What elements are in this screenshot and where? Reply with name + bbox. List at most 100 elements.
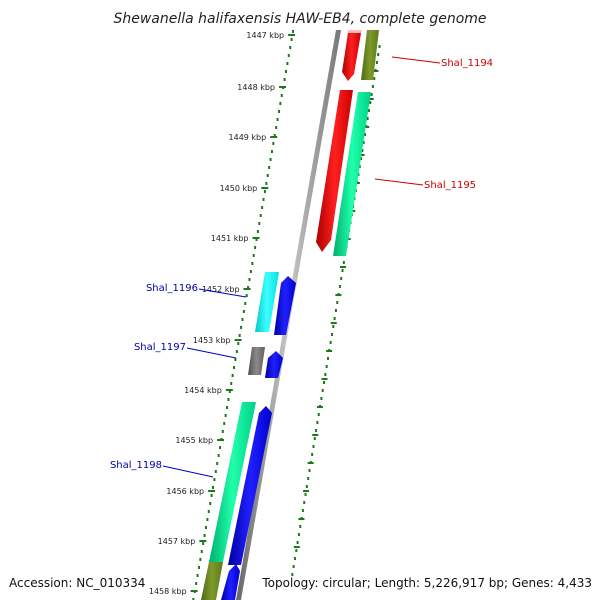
feature-blue-partial	[221, 564, 240, 600]
track-dot	[307, 477, 310, 480]
track-dot	[286, 62, 289, 65]
track-dot	[301, 509, 304, 512]
track-dot	[296, 541, 299, 544]
scale-tick-label: 1455 kbp	[175, 436, 213, 445]
gene-shal-1194[interactable]	[342, 33, 361, 81]
track-dot	[212, 486, 214, 489]
scale-tick-label: 1454 kbp	[184, 386, 222, 395]
label-shal-1195[interactable]: Shal_1195	[424, 180, 476, 191]
track-dot	[327, 357, 329, 360]
track-dot	[308, 469, 311, 472]
track-dot	[304, 493, 307, 496]
track-dot	[226, 406, 229, 409]
track-dot	[265, 182, 268, 185]
track-dot	[362, 141, 365, 144]
track-dash	[340, 266, 347, 268]
track-dot	[276, 118, 279, 121]
track-dot	[321, 389, 324, 392]
track-dot	[334, 309, 337, 312]
track-dot	[290, 38, 293, 41]
track-dot	[370, 93, 373, 96]
dotted-tracks	[192, 30, 381, 600]
track-dot	[216, 462, 219, 465]
label-shal-1198[interactable]: Shal_1198	[110, 460, 162, 471]
leader-line-shal-1198	[162, 465, 214, 478]
track-dot	[242, 310, 245, 313]
topology-summary: Topology: circular; Length: 5,226,917 bp…	[261, 576, 592, 590]
scale-tick	[288, 34, 296, 36]
track-dot	[320, 397, 323, 400]
leader-line-shal-1196	[198, 288, 247, 298]
scale-tick-label: 1452 kbp	[202, 285, 240, 294]
track-dash	[335, 294, 342, 296]
track-dot	[279, 102, 282, 105]
track-dot	[375, 61, 378, 64]
track-dot	[292, 30, 294, 33]
scale-tick	[243, 288, 251, 290]
label-shal-1197[interactable]: Shal_1197	[134, 342, 186, 353]
scale-tick-label: 1456 kbp	[166, 487, 204, 496]
track-dot	[195, 582, 198, 585]
track-dot	[377, 53, 380, 56]
gene-shal-1197[interactable]	[265, 351, 283, 378]
gene-shal-1195[interactable]	[316, 90, 353, 252]
leader-line-shal-1195	[374, 178, 424, 186]
track-dot	[297, 533, 300, 536]
track-dot	[369, 101, 372, 104]
scale-tick	[252, 237, 260, 239]
track-dot	[268, 166, 271, 169]
track-dot	[338, 285, 341, 288]
track-dot	[291, 573, 294, 576]
track-dot	[259, 214, 262, 217]
track-dot	[263, 190, 266, 193]
track-dot	[332, 325, 335, 328]
track-dot	[204, 526, 207, 529]
gene-shal-1198[interactable]	[228, 406, 272, 565]
track-dash	[293, 546, 300, 548]
leader-line-shal-1194	[391, 56, 441, 64]
scale-tick-label: 1448 kbp	[237, 83, 275, 92]
track-dot	[210, 494, 213, 497]
track-dot	[272, 142, 275, 145]
track-dot	[312, 445, 315, 448]
scale-tick-label: 1449 kbp	[229, 133, 267, 142]
track-dot	[269, 158, 272, 161]
track-dot	[248, 278, 251, 281]
track-dash	[372, 70, 379, 72]
track-dot	[235, 350, 238, 353]
scale-tick	[234, 339, 242, 341]
track-dot	[261, 206, 264, 209]
track-dot	[316, 421, 319, 424]
track-dot	[329, 341, 332, 344]
track-dot	[223, 422, 226, 425]
scale-tick	[225, 389, 233, 391]
track-dot	[317, 413, 320, 416]
track-dot	[228, 390, 231, 393]
track-dot	[213, 478, 216, 481]
scale-tick-label: 1453 kbp	[193, 336, 231, 345]
track-dot	[244, 302, 247, 305]
track-dot	[363, 133, 366, 136]
track-dot	[196, 574, 199, 577]
track-dot	[292, 565, 295, 568]
track-dash	[321, 378, 328, 380]
track-dot	[275, 126, 278, 129]
track-dot	[252, 254, 255, 257]
scale-tick	[190, 590, 198, 592]
track-dot	[341, 269, 344, 272]
gene-shal-1196[interactable]	[274, 276, 296, 335]
track-dot	[378, 45, 381, 48]
track-dot	[270, 150, 273, 153]
track-dash	[307, 462, 314, 464]
track-dot	[315, 429, 318, 432]
label-shal-1196[interactable]: Shal_1196	[146, 283, 198, 294]
track-dot	[209, 502, 212, 505]
track-dash	[316, 406, 323, 408]
track-dot	[255, 238, 258, 241]
features	[201, 30, 379, 600]
gene-labels: Shal_1194 Shal_1195 Shal_1196 Shal_1197 …	[110, 56, 493, 478]
track-dot	[358, 165, 361, 168]
track-dot	[295, 549, 298, 552]
label-shal-1194[interactable]: Shal_1194	[441, 58, 493, 69]
